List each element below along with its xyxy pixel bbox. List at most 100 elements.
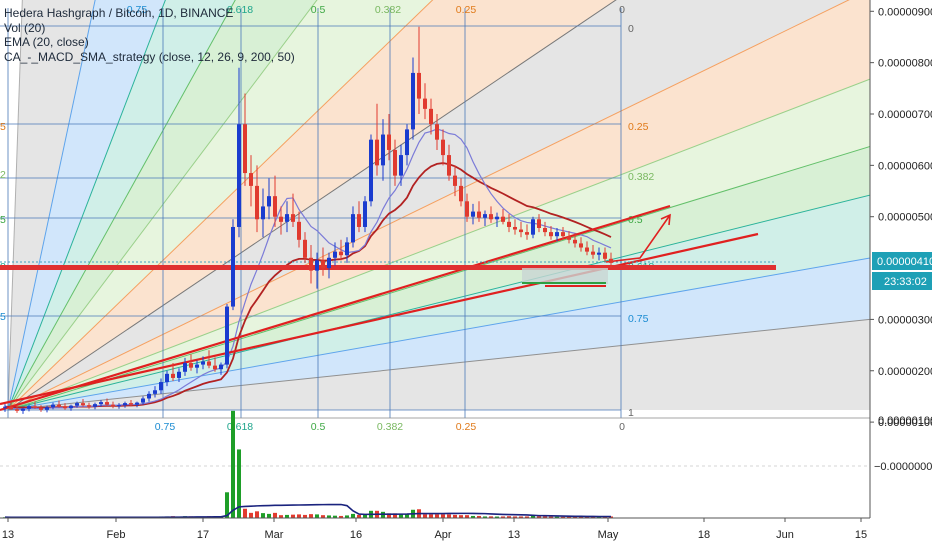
- volume-bar: [579, 516, 583, 518]
- candle-body: [147, 393, 151, 399]
- legend-title[interactable]: Hedera Hashgraph / Bitcoin, 1D, BINANCE: [4, 6, 234, 20]
- fan-ray: [7, 54, 932, 411]
- fan-ray: [7, 0, 434, 411]
- legend-strategy[interactable]: CA_-_MACD_SMA_strategy (close, 12, 26, 9…: [4, 49, 295, 64]
- time-tick-label: 15: [855, 529, 867, 541]
- candle-body: [69, 405, 73, 409]
- candle-body: [447, 155, 451, 176]
- candle-body: [303, 239, 307, 258]
- candle-body: [99, 402, 103, 405]
- countdown-badge: [872, 272, 932, 290]
- volume-bar: [327, 515, 331, 518]
- candle-body: [165, 373, 169, 383]
- candle-body: [543, 228, 547, 233]
- time-tick-label: Apr: [434, 529, 451, 541]
- candle-body: [471, 211, 475, 217]
- time-tick-label: 13: [2, 529, 14, 541]
- candle-body: [9, 406, 13, 410]
- candle-body: [27, 406, 31, 409]
- fan-top-label: 0: [619, 4, 625, 16]
- volume-bar: [357, 514, 361, 518]
- support-band: [0, 265, 776, 270]
- volume-ma-line: [4, 503, 612, 519]
- candle-body: [405, 129, 409, 156]
- volume-bar: [495, 516, 499, 518]
- candle-body: [45, 407, 49, 410]
- candle-body: [345, 242, 349, 256]
- candle-body: [87, 405, 91, 407]
- fan-bottom-label: 0.75: [155, 421, 176, 433]
- volume-bar: [471, 515, 475, 518]
- volume-tick-label: 0.00000100: [878, 415, 932, 427]
- volume-bar: [393, 513, 397, 518]
- volume-bar: [243, 508, 247, 518]
- volume-bar: [489, 516, 493, 518]
- fan-ray: [7, 0, 318, 411]
- fan-left-label: 5: [0, 214, 6, 226]
- candle-body: [207, 361, 211, 366]
- legend-volume[interactable]: Vol (20): [4, 20, 46, 35]
- candle-body: [39, 407, 43, 410]
- candle-body: [117, 405, 121, 407]
- candle-body: [357, 214, 361, 227]
- candle-body: [459, 185, 463, 202]
- candle-body: [63, 406, 67, 409]
- candle-body: [279, 216, 283, 222]
- candle-body: [93, 404, 97, 407]
- candle-body: [105, 402, 109, 405]
- volume-bar: [597, 516, 601, 518]
- candle-body: [501, 216, 505, 222]
- candle-body: [465, 201, 469, 217]
- trendline-upper: [0, 204, 671, 412]
- fan-ray: [7, 0, 236, 411]
- candle-body: [597, 252, 601, 255]
- candle-body: [261, 206, 265, 220]
- volume-bar: [459, 515, 463, 518]
- candle-body: [519, 229, 523, 233]
- projection-arrow: [605, 214, 671, 263]
- price-tick-label: 0.00000900: [878, 6, 932, 18]
- candle-body: [201, 361, 205, 365]
- volume-bar: [333, 515, 337, 518]
- trendline-lower: [0, 232, 759, 406]
- candle-body: [213, 365, 217, 370]
- candle-body: [177, 371, 181, 378]
- candle-body: [255, 185, 259, 220]
- fan-ray: [7, 0, 617, 411]
- candle-body: [507, 221, 511, 227]
- volume-bar: [549, 516, 553, 518]
- candle-body: [321, 260, 325, 269]
- volume-bar: [345, 515, 349, 518]
- projection-arrowhead: [660, 213, 671, 226]
- candle-body: [183, 363, 187, 372]
- volume-bar: [501, 516, 505, 518]
- fan-ray: [7, 312, 932, 411]
- volume-bar: [363, 514, 367, 518]
- candle-body: [81, 403, 85, 406]
- price-tick-label: 0.00000700: [878, 109, 932, 121]
- legend-ema[interactable]: EMA (20, close): [4, 35, 89, 49]
- fan-left-label: 5: [0, 311, 6, 323]
- candle-body: [135, 402, 139, 405]
- volume-bar: [453, 514, 457, 518]
- volume-bar: [273, 512, 277, 518]
- candle-body: [375, 139, 379, 166]
- fan-bottom-label: 0.382: [377, 421, 403, 433]
- candle-body: [129, 403, 133, 405]
- fan-top-label: 0.382: [375, 4, 401, 16]
- volume-bar: [309, 514, 313, 518]
- volume-bar: [249, 512, 253, 518]
- price-tick-label: 0.00000100: [878, 417, 932, 429]
- fan-zone: [8, 0, 932, 410]
- time-tick-label: 13: [508, 529, 520, 541]
- time-tick-label: Feb: [107, 529, 126, 541]
- volume-bar: [525, 516, 529, 518]
- candle-body: [453, 175, 457, 186]
- lower-bg: [0, 418, 870, 550]
- candle-body: [231, 226, 235, 307]
- volume-bar: [351, 513, 355, 518]
- candle-body: [399, 155, 403, 176]
- volume-bar: [429, 514, 433, 518]
- candle-body: [561, 232, 565, 237]
